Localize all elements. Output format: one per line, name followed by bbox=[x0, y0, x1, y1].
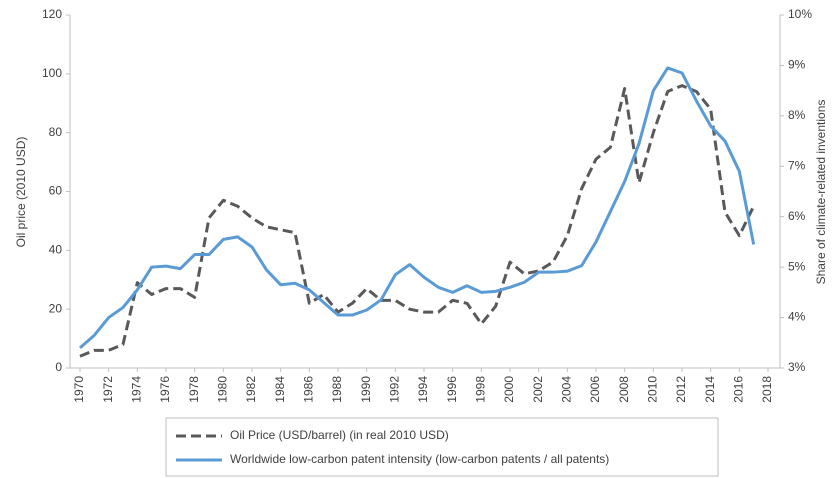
x-tick-label: 2008 bbox=[617, 376, 631, 403]
x-tick-label: 1978 bbox=[187, 376, 201, 403]
legend-label: Oil Price (USD/barrel) (in real 2010 USD… bbox=[230, 428, 449, 442]
x-tick-label: 1984 bbox=[273, 376, 287, 403]
x-tick-label: 1982 bbox=[244, 376, 258, 403]
x-tick-label: 1970 bbox=[72, 376, 86, 403]
x-tick-label: 1990 bbox=[359, 376, 373, 403]
y2-tick-label: 6% bbox=[788, 209, 806, 223]
x-tick-label: 2014 bbox=[703, 376, 717, 403]
x-tick-label: 2018 bbox=[760, 376, 774, 403]
x-tick-label: 1998 bbox=[474, 376, 488, 403]
y2-tick-label: 10% bbox=[788, 7, 812, 21]
x-tick-label: 2000 bbox=[502, 376, 516, 403]
y2-tick-label: 9% bbox=[788, 58, 806, 72]
y-tick-label: 40 bbox=[49, 243, 63, 257]
x-tick-label: 1996 bbox=[445, 376, 459, 403]
x-tick-label: 1972 bbox=[101, 376, 115, 403]
y-tick-label: 80 bbox=[49, 125, 63, 139]
x-tick-label: 2016 bbox=[732, 376, 746, 403]
y2-tick-label: 5% bbox=[788, 259, 806, 273]
series-line bbox=[79, 84, 756, 358]
y2-axis-label: Share of climate-related inventions bbox=[814, 100, 828, 285]
y2-tick-label: 7% bbox=[788, 158, 806, 172]
x-tick-label: 2002 bbox=[531, 376, 545, 403]
y-tick-label: 20 bbox=[49, 301, 63, 315]
x-tick-label: 1980 bbox=[216, 376, 230, 403]
x-tick-label: 1986 bbox=[302, 376, 316, 403]
y-tick-label: 120 bbox=[42, 7, 62, 21]
legend-label: Worldwide low-carbon patent intensity (l… bbox=[230, 452, 609, 466]
y-tick-label: 100 bbox=[42, 66, 62, 80]
y-tick-label: 0 bbox=[55, 360, 62, 374]
legend-box bbox=[165, 417, 719, 477]
y2-tick-label: 4% bbox=[788, 310, 806, 324]
x-tick-label: 1976 bbox=[158, 376, 172, 403]
x-tick-label: 2006 bbox=[588, 376, 602, 403]
y-axis-label: Oil price (2010 USD) bbox=[14, 137, 28, 248]
y2-tick-label: 3% bbox=[788, 360, 806, 374]
y2-tick-label: 8% bbox=[788, 108, 806, 122]
y-tick-label: 60 bbox=[49, 184, 63, 198]
x-tick-label: 1992 bbox=[388, 376, 402, 403]
series-line bbox=[79, 66, 756, 349]
x-tick-label: 2010 bbox=[646, 376, 660, 403]
x-tick-label: 2004 bbox=[560, 376, 574, 403]
x-tick-label: 1994 bbox=[416, 376, 430, 403]
x-tick-label: 1988 bbox=[330, 376, 344, 403]
x-tick-label: 1974 bbox=[130, 376, 144, 403]
x-tick-label: 2012 bbox=[674, 376, 688, 403]
